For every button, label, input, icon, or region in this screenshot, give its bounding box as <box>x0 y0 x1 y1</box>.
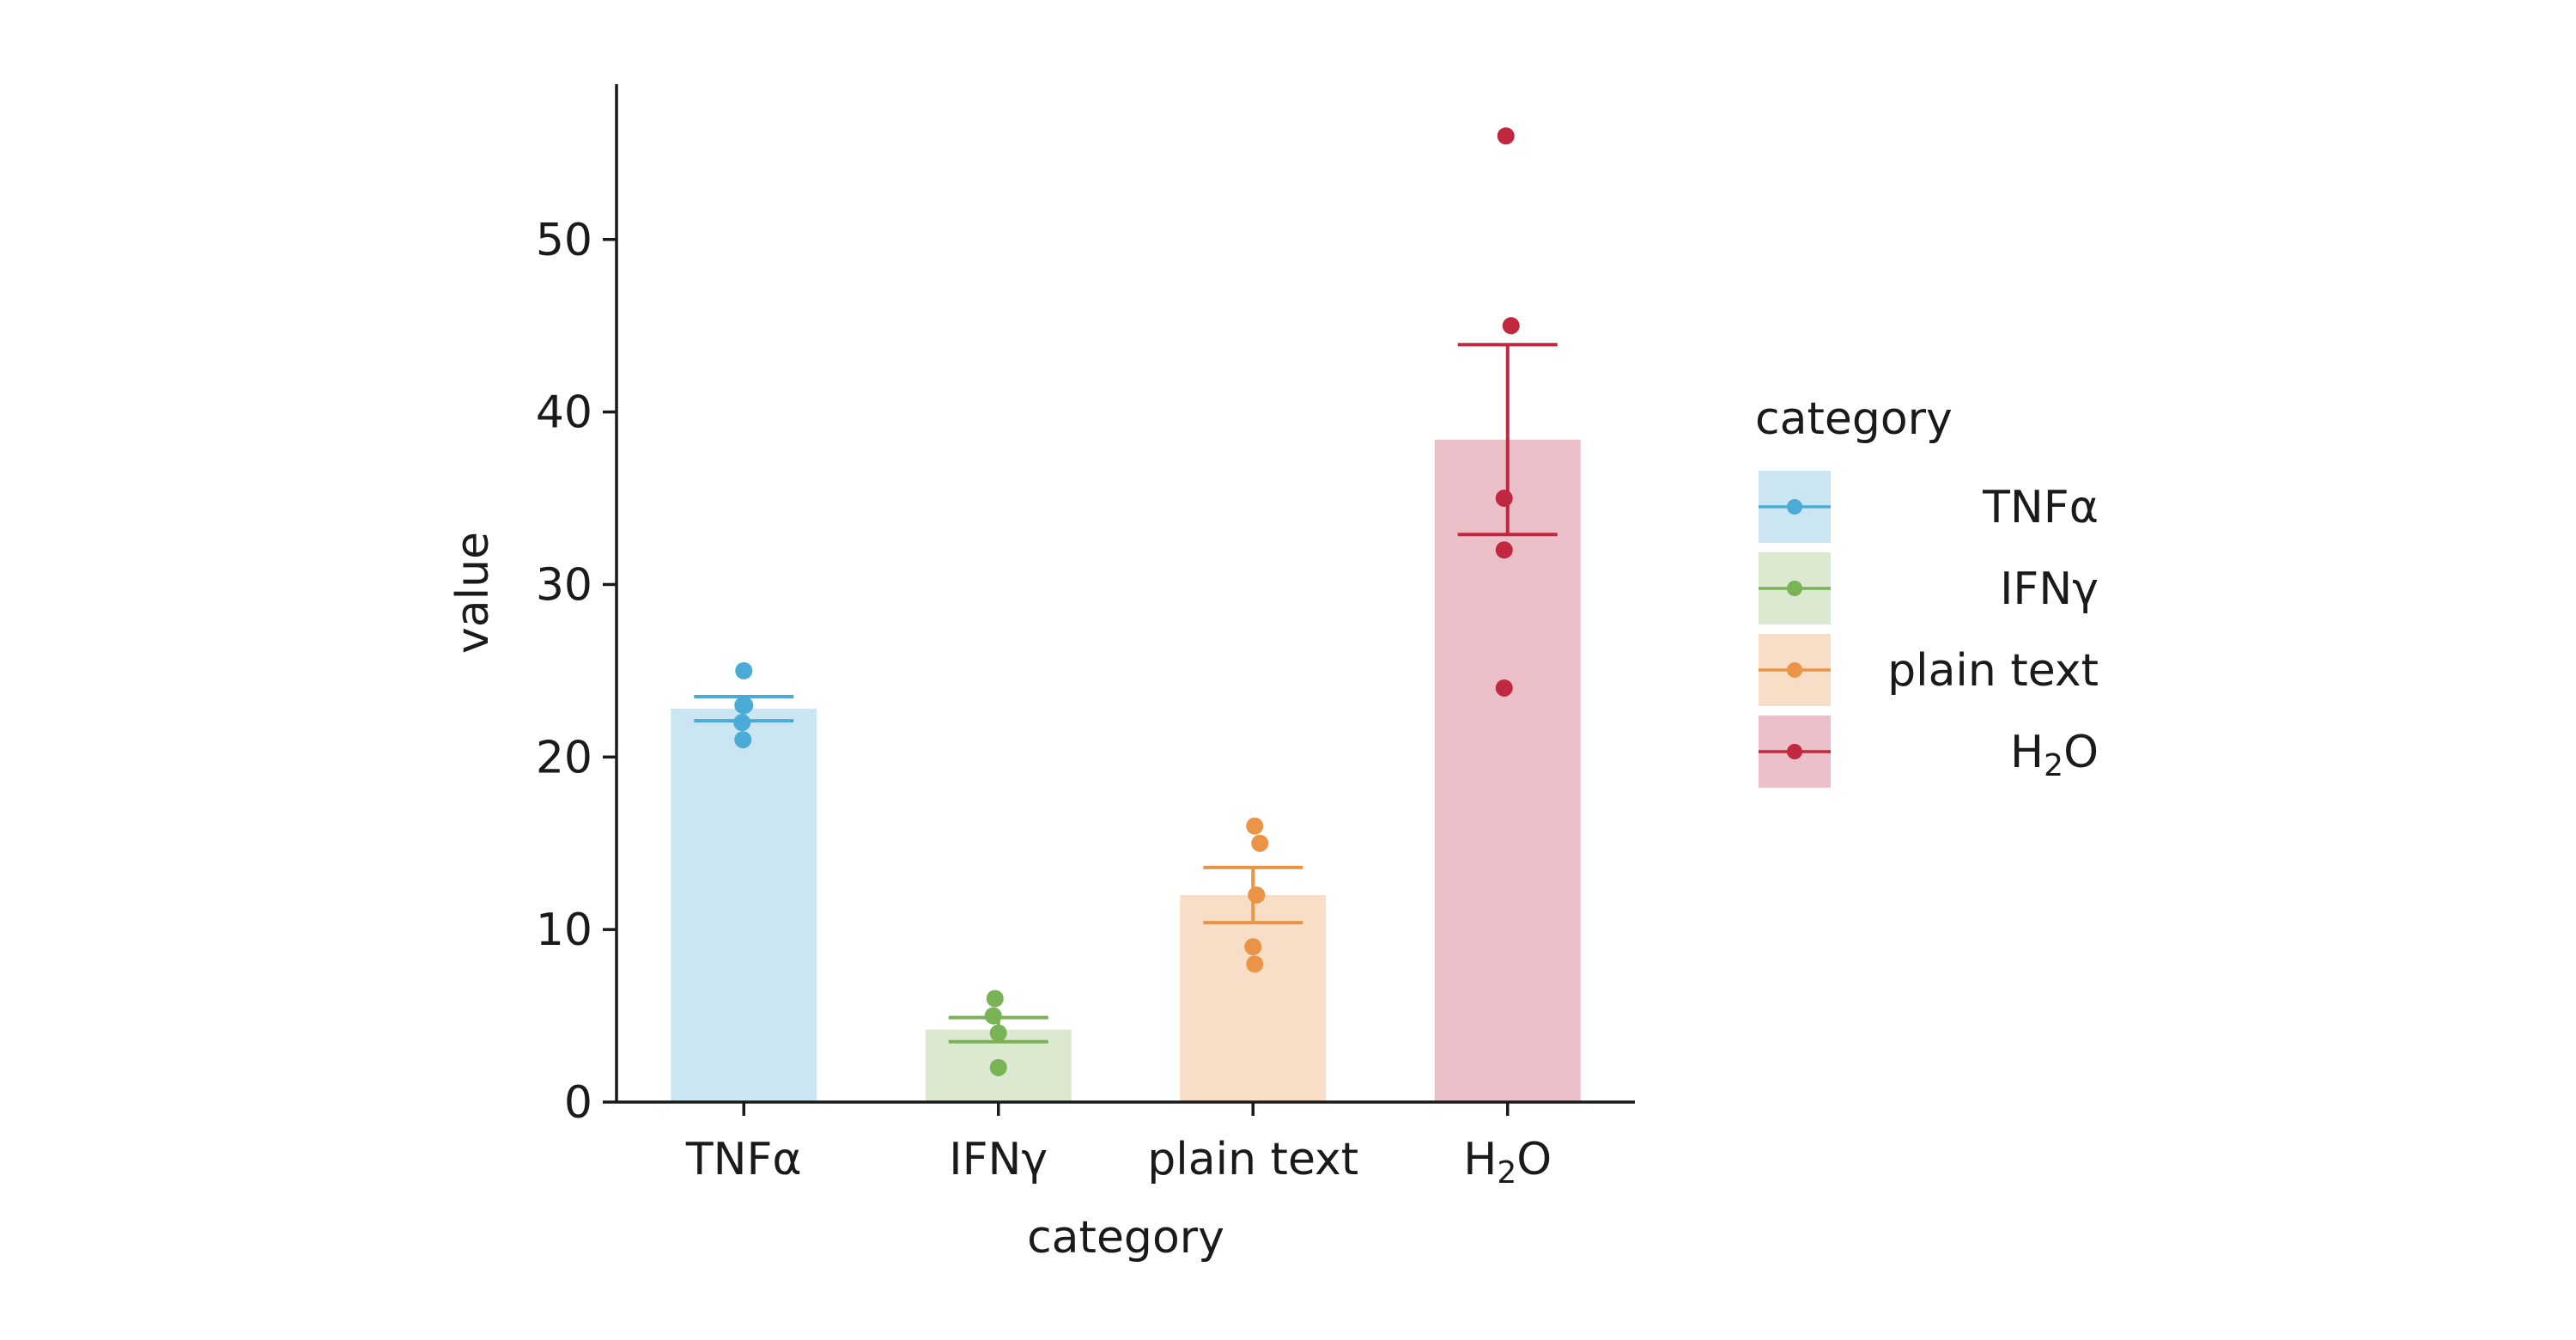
data-point <box>989 1058 1007 1076</box>
x-axis-title: category <box>1027 1212 1224 1264</box>
data-point <box>1495 541 1513 559</box>
data-point <box>1495 490 1513 508</box>
legend-marker <box>1787 744 1802 759</box>
bar <box>1180 894 1327 1102</box>
legend-marker <box>1787 499 1802 515</box>
data-point <box>735 661 753 679</box>
legend-label: H2O <box>2010 727 2099 783</box>
data-point <box>733 714 751 732</box>
data-point <box>1244 938 1262 956</box>
legend-marker <box>1787 662 1802 678</box>
legend-label: plain text <box>1887 645 2099 697</box>
y-axis-title: value <box>447 532 499 654</box>
data-point <box>734 731 752 749</box>
data-point <box>734 697 752 715</box>
legend-label: TNFα <box>1982 482 2099 533</box>
y-tick-label: 50 <box>536 215 592 266</box>
legend-title: category <box>1755 393 1953 445</box>
x-tick-label: IFNγ <box>949 1134 1048 1185</box>
data-point <box>1246 955 1264 973</box>
data-point <box>1248 886 1266 904</box>
y-tick-label: 40 <box>536 387 592 439</box>
x-tick-label: TNFα <box>685 1134 802 1185</box>
plot-area: 0 10 20 30 40 50 TNFα IFNγ plain text H2O category… <box>447 84 1635 1264</box>
data-point <box>986 990 1004 1008</box>
data-point <box>1495 679 1513 697</box>
legend: category TNFα IFNγ plain text H2O <box>1755 393 2099 788</box>
y-tick-label: 20 <box>536 732 592 783</box>
data-point <box>984 1007 1002 1025</box>
legend-marker <box>1787 581 1802 596</box>
data-point <box>1251 834 1269 852</box>
bar <box>1434 439 1581 1103</box>
data-point <box>1502 317 1520 335</box>
x-tick-label: plain text <box>1147 1134 1358 1185</box>
data-point <box>989 1024 1007 1042</box>
y-tick-label: 0 <box>564 1077 592 1129</box>
y-tick-label: 10 <box>536 904 592 956</box>
legend-label: IFNγ <box>2000 563 2099 615</box>
data-point <box>1497 127 1515 145</box>
data-point <box>1246 817 1264 835</box>
y-tick-label: 30 <box>536 559 592 611</box>
x-tick-label: H2O <box>1463 1134 1552 1191</box>
bar <box>671 709 817 1102</box>
